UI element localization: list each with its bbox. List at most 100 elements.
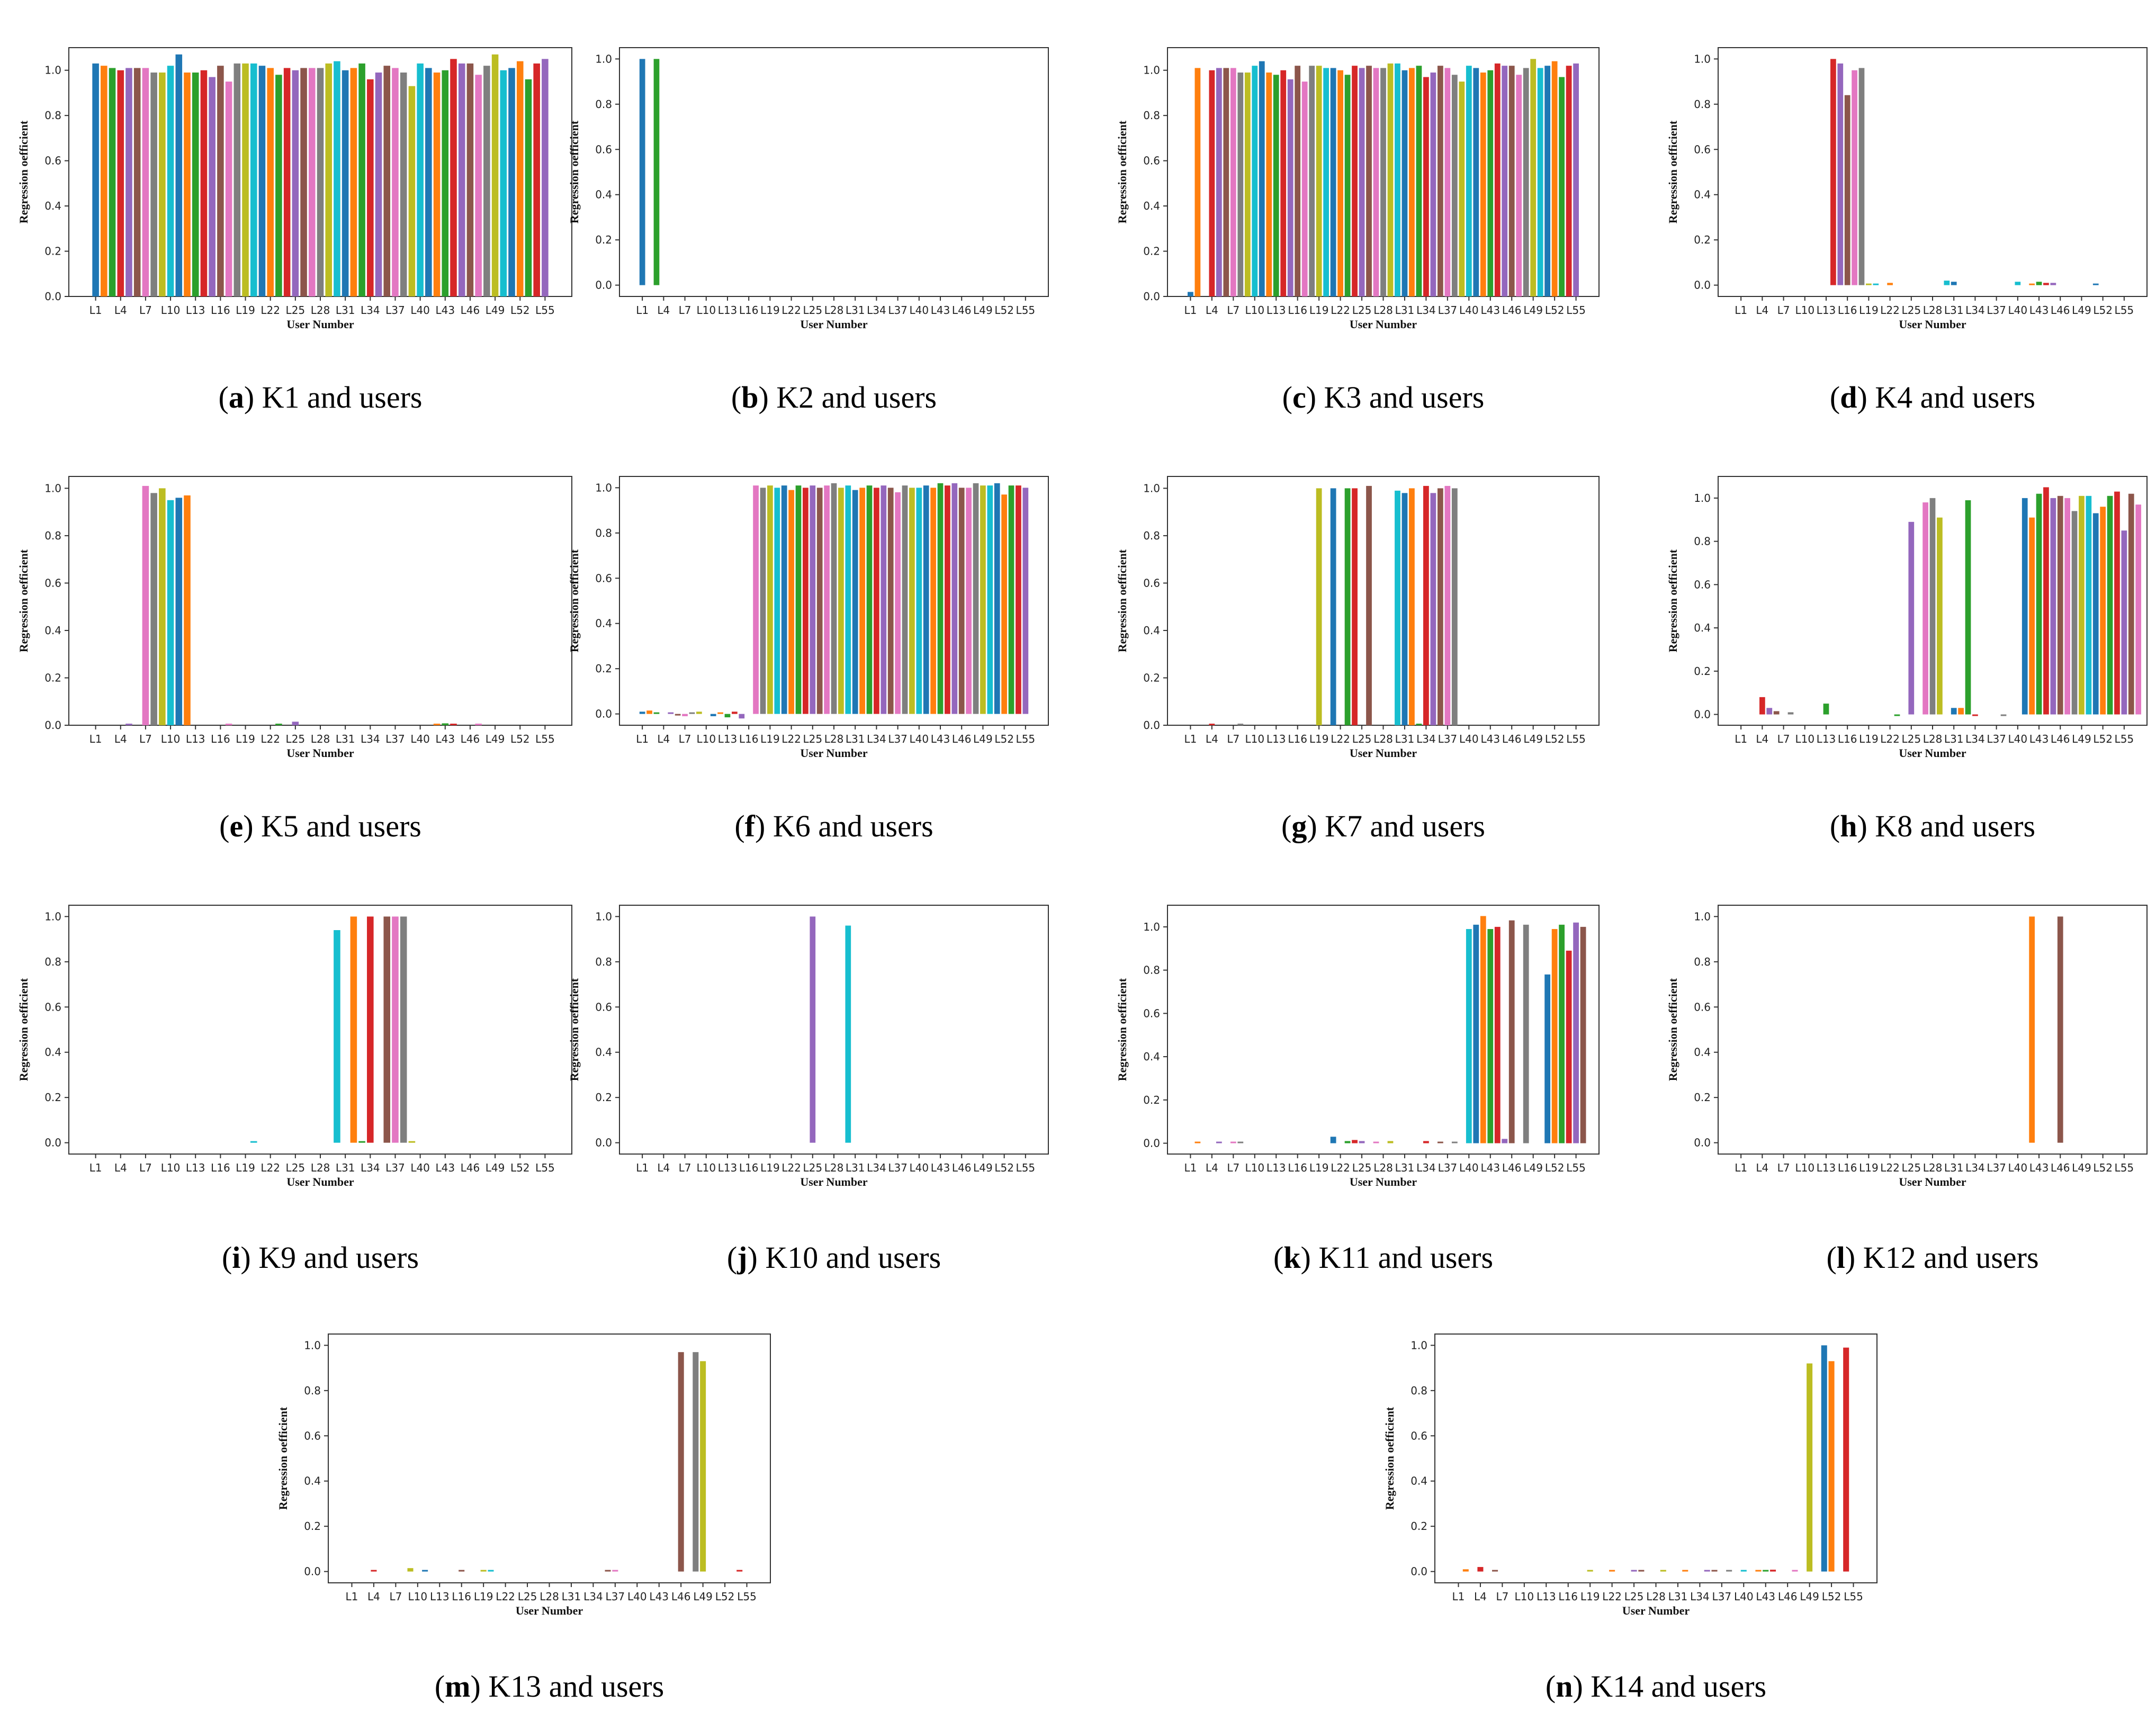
bar — [653, 712, 660, 714]
panel-caption: (d) K4 and users — [1830, 380, 2035, 415]
y-tick-label: 1.0 — [44, 482, 61, 494]
x-tick-label: L55 — [2115, 1161, 2134, 1174]
x-tick-label: L46 — [2051, 733, 2070, 745]
bar — [1770, 1570, 1776, 1572]
bar — [1566, 950, 1572, 1143]
x-tick-label: L1 — [89, 304, 102, 317]
x-tick-label: L31 — [336, 1161, 355, 1174]
chart-panel-b: 0.00.20.40.60.81.0L1 L4 L7 L10 L13 L16 L19 L22 L… — [568, 47, 1049, 415]
bar — [1609, 1570, 1615, 1572]
bar — [92, 63, 99, 296]
x-tick-label: L49 — [1800, 1590, 1819, 1603]
x-tick-label: L28 — [1373, 733, 1393, 745]
bar — [1237, 724, 1244, 725]
x-tick-label: L31 — [846, 733, 865, 745]
bar — [1373, 68, 1379, 297]
x-tick-label: L10 — [161, 304, 181, 317]
x-tick-label: L16 — [739, 1161, 759, 1174]
y-tick-label: 0.2 — [44, 1091, 61, 1104]
bar — [1566, 66, 1572, 296]
y-axis-label: Regression oefficient — [1116, 549, 1129, 652]
bar — [753, 485, 759, 714]
y-tick-label: 0.4 — [595, 617, 612, 630]
bar — [1830, 59, 1836, 285]
bar — [425, 68, 432, 297]
x-tick-label: L28 — [540, 1590, 559, 1603]
x-tick-label: L49 — [2072, 733, 2091, 745]
y-tick-label: 0.6 — [304, 1429, 321, 1442]
bar — [367, 79, 374, 296]
y-tick-label: 1.0 — [1694, 52, 1711, 65]
x-tick-label: L52 — [994, 1161, 1014, 1174]
y-tick-label: 0.2 — [44, 245, 61, 258]
bar — [480, 1570, 487, 1572]
x-axis-label: User Number — [286, 318, 354, 331]
bar — [1923, 502, 1928, 715]
caption-letter-bold: a — [229, 380, 244, 415]
bar — [646, 710, 652, 714]
y-tick-label: 1.0 — [1143, 482, 1160, 494]
bar — [2050, 498, 2056, 715]
plot-frame — [1718, 47, 2148, 297]
x-tick-label: L25 — [1901, 1161, 1921, 1174]
x-tick-label: L1 — [1184, 1161, 1197, 1174]
panel-caption: (h) K8 and users — [1830, 809, 2035, 843]
x-tick-label: L25 — [286, 1161, 306, 1174]
bar — [1711, 1570, 1718, 1572]
bar — [678, 1352, 684, 1572]
x-tick-label: L31 — [336, 304, 355, 317]
bar — [1188, 292, 1193, 296]
y-axis-label: Regression oefficient — [17, 978, 30, 1081]
bar — [175, 54, 183, 297]
bar — [417, 63, 424, 296]
chart-panel-a: 0.0 0.2 0.4 0.6 0.8 1.0 L1 L4 L7 L10 L13 L16 L19 L22 L… — [17, 47, 572, 415]
x-tick-label: L52 — [2093, 733, 2113, 745]
x-tick-label: L37 — [888, 733, 908, 745]
plot-frame — [1718, 905, 2148, 1155]
bar — [700, 1361, 706, 1572]
bar — [1580, 926, 1586, 1143]
x-tick-label: L10 — [1245, 733, 1264, 745]
x-tick-label: L37 — [1987, 304, 2006, 317]
bar — [1551, 929, 1558, 1143]
y-tick-label: 1.0 — [44, 910, 61, 923]
bar — [142, 68, 149, 297]
bar — [258, 66, 266, 296]
x-tick-label: L55 — [1844, 1590, 1863, 1603]
bar — [525, 79, 532, 296]
bar — [1487, 70, 1494, 296]
caption-text: ) K14 and users — [1573, 1669, 1766, 1704]
x-tick-label: L25 — [1624, 1590, 1644, 1603]
y-tick-label: 0.2 — [1694, 1091, 1711, 1104]
bar — [283, 68, 291, 297]
bar — [109, 68, 116, 297]
x-tick-label: L4 — [657, 304, 670, 317]
x-tick-label: L34 — [361, 1161, 380, 1174]
x-tick-label: L49 — [486, 733, 505, 745]
caption-letter-bold: e — [229, 809, 243, 843]
bar — [225, 82, 232, 296]
x-tick-label: L16 — [211, 1161, 230, 1174]
bar — [1823, 704, 1829, 715]
x-tick-label: L22 — [1331, 1161, 1350, 1174]
y-tick-label: 0.8 — [1143, 529, 1160, 542]
x-tick-label: L31 — [1395, 1161, 1415, 1174]
bar — [308, 68, 316, 297]
panel-caption: (n) K14 and users — [1546, 1669, 1766, 1704]
bar — [1301, 82, 1308, 296]
bar — [1230, 1141, 1236, 1143]
x-tick-label: L34 — [1416, 1161, 1436, 1174]
x-tick-label: L13 — [1537, 1590, 1556, 1603]
bar — [367, 916, 374, 1143]
bar — [491, 54, 499, 297]
x-tick-label: L52 — [510, 733, 530, 745]
bar — [866, 485, 873, 714]
y-tick-label: 0.6 — [595, 572, 612, 584]
y-tick-label: 0.0 — [44, 1137, 61, 1149]
x-tick-label: L22 — [781, 304, 801, 317]
x-axis-label: User Number — [1899, 746, 1966, 760]
y-tick-label: 1.0 — [1694, 910, 1711, 923]
bar — [192, 73, 199, 296]
x-tick-label: L13 — [1266, 304, 1286, 317]
bar — [795, 485, 802, 714]
